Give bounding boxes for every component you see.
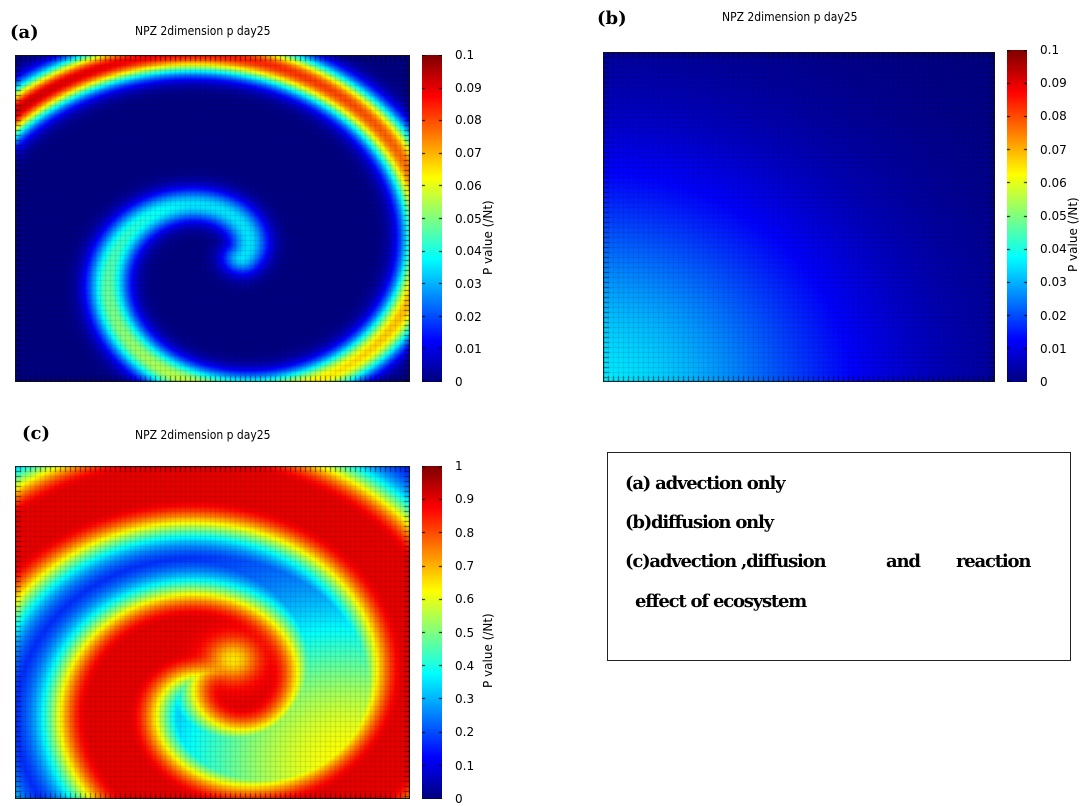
- colorbar-a-label: P value (/Nt): [481, 200, 495, 275]
- colorbar-tick-label: 0: [455, 375, 463, 389]
- legend-line-c-reaction: reaction: [956, 551, 1031, 572]
- heatmap-a: [15, 55, 410, 382]
- panel-label-a: (a): [10, 22, 39, 43]
- heatmap-b: [603, 52, 995, 382]
- colorbar-tick-label: 0.5: [455, 625, 475, 640]
- legend-line-c: (c)advection ,diffusion: [625, 551, 827, 572]
- colorbar-b: [1007, 50, 1027, 382]
- colorbar-tick-label: 1: [455, 459, 463, 473]
- panel-label-c: (c): [22, 423, 50, 444]
- colorbar-tick-label: 0.1: [1040, 43, 1060, 57]
- colorbar-tick-label: 0.05: [1040, 209, 1067, 223]
- colorbar-tick-label: 0.2: [455, 725, 475, 740]
- colorbar-tick-label: 0.02: [455, 309, 482, 324]
- colorbar-tick-label: 0.7: [455, 558, 475, 573]
- colorbar-tick-label: 0.05: [455, 211, 482, 226]
- colorbar-tick-label: 0.04: [455, 244, 482, 259]
- colorbar-c-label: P value (/Nt): [481, 613, 495, 688]
- colorbar-tick-label: 0.07: [455, 146, 482, 161]
- colorbar-tick-label: 0.06: [1040, 175, 1067, 190]
- colorbar-tick-label: 0.1: [455, 758, 475, 773]
- panel-label-b: (b): [597, 8, 627, 29]
- colorbar-tick-label: 0.06: [455, 178, 482, 193]
- colorbar-tick-label: 0.01: [455, 342, 482, 357]
- colorbar-tick-label: 0: [455, 792, 463, 806]
- legend-box: (a) advection only (b)diffusion only (c)…: [607, 452, 1071, 661]
- panel-b-title: NPZ 2dimension p day25: [722, 10, 858, 24]
- colorbar-tick-label: 0.08: [455, 113, 482, 128]
- colorbar-tick-label: 0.03: [1040, 275, 1067, 290]
- colorbar-tick-label: 0.07: [1040, 142, 1067, 157]
- legend-line-d: effect of ecosystem: [635, 591, 807, 612]
- panel-a-title: NPZ 2dimension p day25: [135, 24, 271, 38]
- colorbar-tick-label: 0.01: [1040, 341, 1067, 356]
- heatmap-c: [15, 466, 410, 799]
- colorbar-tick-label: 0.09: [455, 80, 482, 95]
- legend-line-b: (b)diffusion only: [625, 512, 774, 533]
- colorbar-tick-label: 0.1: [455, 48, 475, 62]
- colorbar-a: [422, 55, 442, 382]
- colorbar-tick-label: 0: [1040, 375, 1048, 389]
- colorbar-tick-label: 0.03: [455, 276, 482, 291]
- colorbar-c: [422, 466, 442, 799]
- colorbar-tick-label: 0.02: [1040, 308, 1067, 323]
- colorbar-b-label: P value (/Nt): [1066, 197, 1080, 272]
- legend-line-c-and: and: [886, 551, 921, 572]
- colorbar-tick-label: 0.9: [455, 492, 475, 507]
- legend-line-a: (a) advection only: [625, 473, 786, 494]
- colorbar-tick-label: 0.09: [1040, 76, 1067, 91]
- colorbar-tick-label: 0.6: [455, 592, 475, 607]
- colorbar-tick-label: 0.04: [1040, 242, 1067, 257]
- panel-c-title: NPZ 2dimension p day25: [135, 428, 271, 442]
- colorbar-tick-label: 0.8: [455, 525, 475, 540]
- colorbar-tick-label: 0.08: [1040, 109, 1067, 124]
- colorbar-tick-label: 0.3: [455, 692, 475, 707]
- colorbar-tick-label: 0.4: [455, 658, 475, 673]
